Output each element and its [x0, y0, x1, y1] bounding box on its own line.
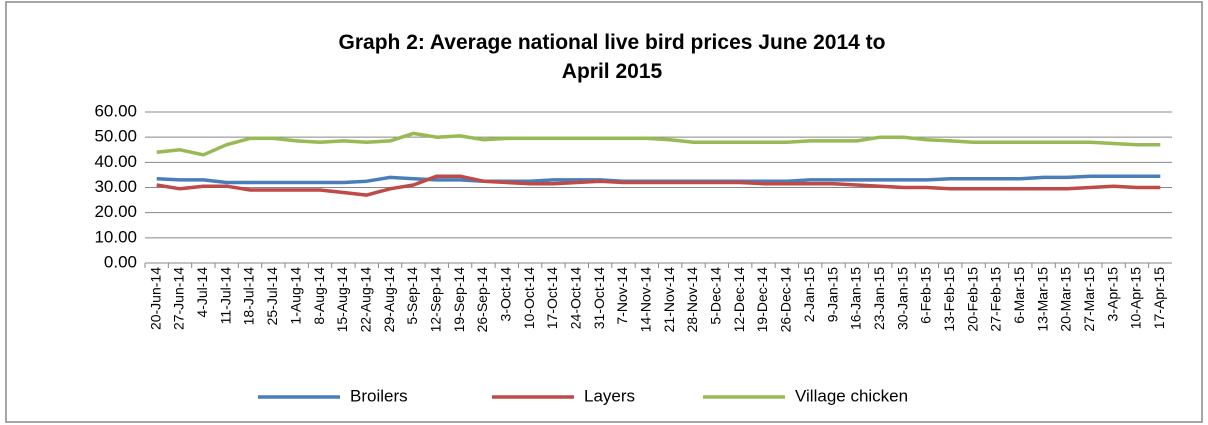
x-tick-label: 27-Mar-15 [1081, 267, 1097, 332]
x-tick-label: 6-Mar-15 [1011, 267, 1027, 324]
legend-label: Broilers [350, 386, 408, 405]
x-tick-label: 1-Aug-14 [287, 267, 303, 325]
x-tick-label: 20-Feb-15 [964, 267, 980, 332]
x-tick-label: 6-Feb-15 [918, 267, 934, 324]
y-tick-label: 0.00 [104, 252, 137, 271]
x-tick-label: 18-Jul-14 [241, 267, 257, 326]
x-tick-label: 21-Nov-14 [661, 267, 677, 333]
y-tick-label: 60.00 [94, 101, 137, 120]
x-tick-label: 23-Jan-15 [871, 267, 887, 330]
chart-frame [5, 1, 1203, 423]
x-tick-label: 26-Sep-14 [474, 267, 490, 333]
x-tick-label: 22-Aug-14 [357, 267, 373, 333]
y-tick-label: 30.00 [94, 177, 137, 196]
x-tick-label: 8-Aug-14 [311, 267, 327, 325]
x-tick-label: 27-Jun-14 [171, 267, 187, 330]
y-tick-label: 20.00 [94, 202, 137, 221]
x-tick-label: 16-Jan-15 [848, 267, 864, 330]
x-tick-label: 3-Apr-15 [1104, 267, 1120, 322]
x-tick-label: 20-Mar-15 [1058, 267, 1074, 332]
y-tick-label: 40.00 [94, 152, 137, 171]
x-tick-label: 14-Nov-14 [638, 267, 654, 333]
x-tick-label: 24-Oct-14 [568, 267, 584, 329]
x-tick-label: 31-Oct-14 [591, 267, 607, 329]
x-tick-label: 10-Oct-14 [521, 267, 537, 329]
y-tick-label: 50.00 [94, 127, 137, 146]
x-tick-label: 25-Jul-14 [264, 267, 280, 326]
x-tick-label: 30-Jan-15 [894, 267, 910, 330]
x-tick-label: 29-Aug-14 [381, 267, 397, 333]
x-tick-label: 10-Apr-15 [1128, 267, 1144, 329]
legend-label: Layers [584, 386, 635, 405]
x-tick-label: 28-Nov-14 [684, 267, 700, 333]
x-tick-label: 17-Oct-14 [544, 267, 560, 329]
x-tick-label: 2-Jan-15 [801, 267, 817, 322]
chart-title: Graph 2: Average national live bird pric… [339, 31, 886, 83]
y-tick-label: 10.00 [94, 227, 137, 246]
x-tick-label: 7-Nov-14 [614, 267, 630, 325]
series-line [156, 174, 1161, 197]
x-tick-label: 17-Apr-15 [1151, 267, 1167, 329]
x-tick-label: 13-Mar-15 [1034, 267, 1050, 332]
series-line [156, 131, 1161, 157]
x-tick-label: 27-Feb-15 [988, 267, 1004, 332]
x-tick-label: 19-Sep-14 [451, 267, 467, 333]
x-tick-label: 15-Aug-14 [334, 267, 350, 333]
x-tick-label: 9-Jan-15 [824, 267, 840, 322]
x-tick-label: 11-Jul-14 [217, 267, 233, 325]
x-tick-label: 12-Dec-14 [731, 267, 747, 333]
x-tick-label: 12-Sep-14 [427, 267, 443, 333]
x-tick-label: 3-Oct-14 [497, 267, 513, 322]
x-tick-label: 5-Dec-14 [708, 267, 724, 325]
x-tick-label: 19-Dec-14 [754, 267, 770, 333]
x-tick-label: 4-Jul-14 [194, 267, 210, 318]
legend-label: Village chicken [795, 386, 908, 405]
x-tick-label: 13-Feb-15 [941, 267, 957, 332]
x-tick-label: 20-Jun-14 [147, 267, 163, 330]
x-tick-label: 5-Sep-14 [404, 267, 420, 325]
x-tick-label: 26-Dec-14 [778, 267, 794, 333]
